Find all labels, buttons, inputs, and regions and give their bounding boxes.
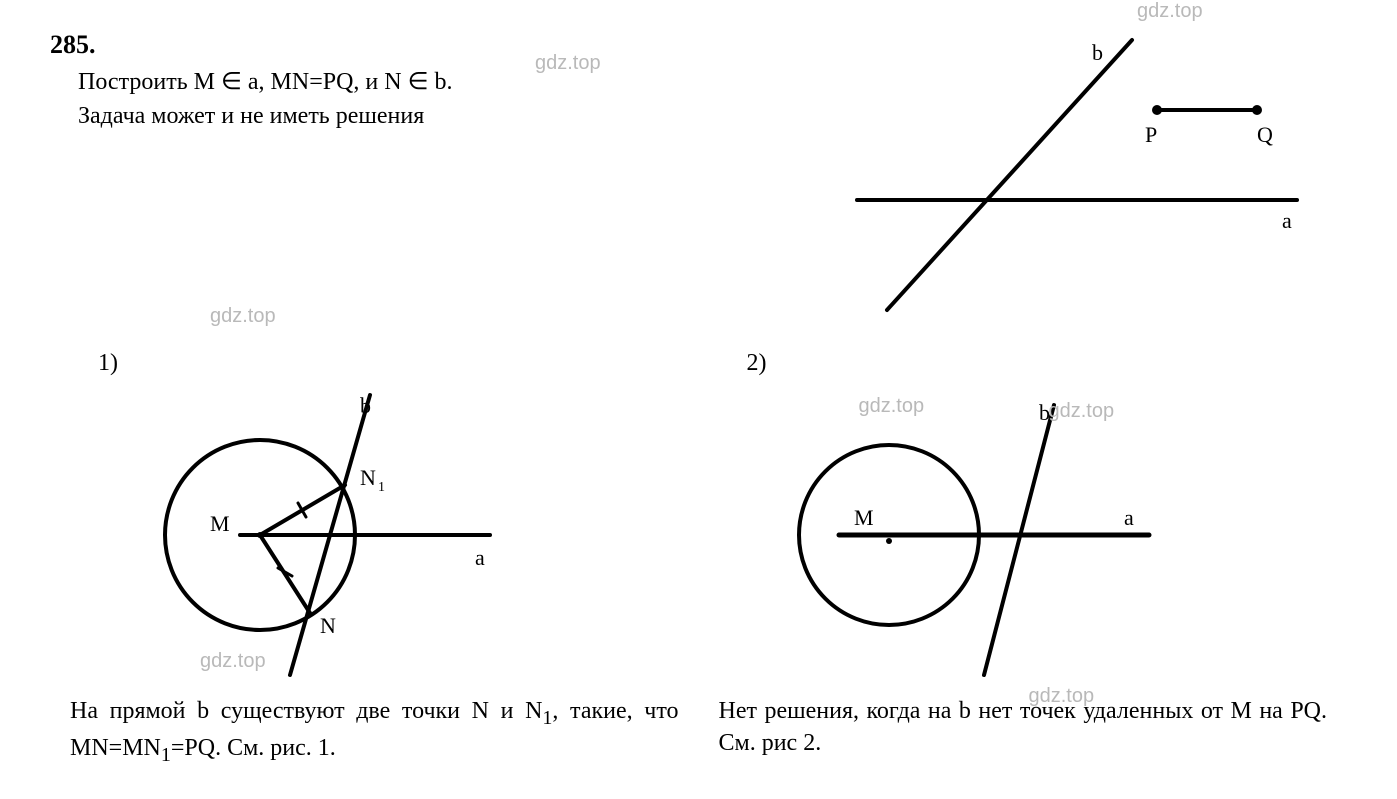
case1-col: 1) MNabN1 gdz.top На прямой b существуют…: [50, 350, 699, 769]
case2-diagram-svg: Ma b: [719, 385, 1169, 685]
svg-text:b: b: [360, 393, 371, 418]
svg-text:M: M: [210, 511, 230, 536]
problem-number: 285.: [50, 30, 827, 60]
main-diagram-svg: a b P Q: [827, 30, 1327, 330]
cases-row: 1) MNabN1 gdz.top На прямой b существуют…: [50, 350, 1347, 769]
case1-diagram-svg: MNabN1: [70, 385, 520, 685]
case1-cap-sub2: 1: [161, 744, 171, 766]
svg-text:M: M: [854, 505, 874, 530]
problem-line1-text: Построить M ∈ a, MN=PQ, и N ∈ b.: [78, 69, 453, 95]
main-figure: gdz.top abPQ: [827, 30, 1347, 330]
case1-cap-p1: На прямой b существуют две точки N и N: [70, 698, 542, 724]
svg-text:b: b: [1092, 40, 1103, 65]
case1-cap-p3: =PQ. См. рис. 1.: [171, 735, 336, 761]
case2-caption: Нет решения, когда на b нет точек удален…: [719, 695, 1328, 760]
watermark-2: gdz.top: [210, 305, 276, 328]
problem-line1: Построить M ∈ a, MN=PQ, и N ∈ b.: [78, 66, 827, 100]
svg-text:Q: Q: [1257, 122, 1273, 147]
watermark-3: gdz.top: [1137, 0, 1203, 23]
svg-text:1: 1: [378, 480, 385, 495]
svg-text:a: a: [475, 545, 485, 570]
case2-col: 2) gdz.top gdz.top Mab gdz.top Нет решен…: [699, 350, 1348, 769]
problem-line2: Задача может и не иметь решения: [78, 100, 827, 134]
case1-number: 1): [98, 350, 679, 377]
svg-text:N: N: [360, 465, 376, 490]
svg-text:N: N: [320, 613, 336, 638]
svg-text:b: b: [1039, 400, 1050, 425]
svg-text:a: a: [1124, 505, 1134, 530]
case1-cap-sub1: 1: [542, 707, 552, 729]
svg-text:a: a: [1282, 208, 1292, 233]
case2-number: 2): [747, 350, 1328, 377]
problem-block: 285. Построить M ∈ a, MN=PQ, и N ∈ b. За…: [50, 30, 827, 133]
svg-text:P: P: [1145, 122, 1157, 147]
case1-caption: На прямой b существуют две точки N и N1,…: [70, 695, 679, 769]
top-row: 285. Построить M ∈ a, MN=PQ, и N ∈ b. За…: [50, 30, 1347, 330]
